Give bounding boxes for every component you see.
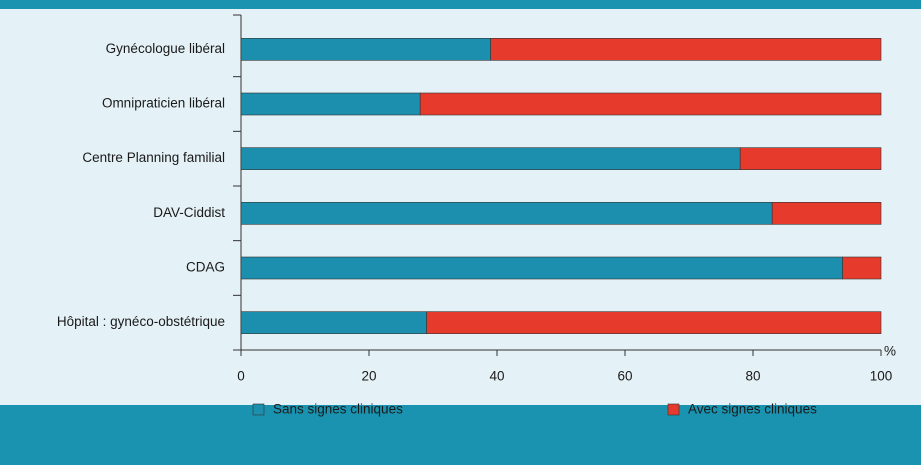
y-tick-label: CDAG	[186, 260, 225, 275]
legend-label: Avec signes cliniques	[688, 402, 817, 417]
legend-label: Sans signes cliniques	[273, 402, 403, 417]
x-tick-label: 20	[361, 369, 376, 384]
legend-swatch	[252, 403, 265, 416]
bar-segment	[771, 202, 882, 225]
legend-swatch	[667, 403, 680, 416]
bar-segment	[240, 311, 427, 334]
y-tick-label: Hôpital : gynéco-obstétrique	[57, 314, 225, 329]
bar-segment	[240, 202, 773, 225]
bar-segment	[240, 256, 843, 280]
y-tick-label: Centre Planning familial	[82, 150, 225, 165]
bar-segment	[426, 311, 882, 334]
y-tick-label: Omnipraticien libéral	[102, 96, 225, 111]
bar-segment	[842, 256, 882, 280]
bar-segment	[240, 92, 421, 116]
bar-segment	[240, 147, 741, 170]
x-unit: %	[884, 344, 896, 359]
bar-segment	[419, 92, 882, 116]
top-band	[0, 0, 921, 9]
y-tick-label: Gynécologue libéral	[106, 41, 225, 56]
x-tick-label: 100	[870, 369, 893, 384]
bar-segment	[490, 38, 882, 61]
bar-segment	[739, 147, 882, 170]
y-tick-label: DAV-Ciddist	[153, 205, 225, 220]
bar-segment	[240, 38, 491, 61]
x-tick-label: 0	[237, 369, 245, 384]
x-tick-label: 80	[745, 369, 760, 384]
x-tick-label: 60	[617, 369, 632, 384]
bottom-band	[0, 405, 921, 465]
x-tick-label: 40	[489, 369, 504, 384]
